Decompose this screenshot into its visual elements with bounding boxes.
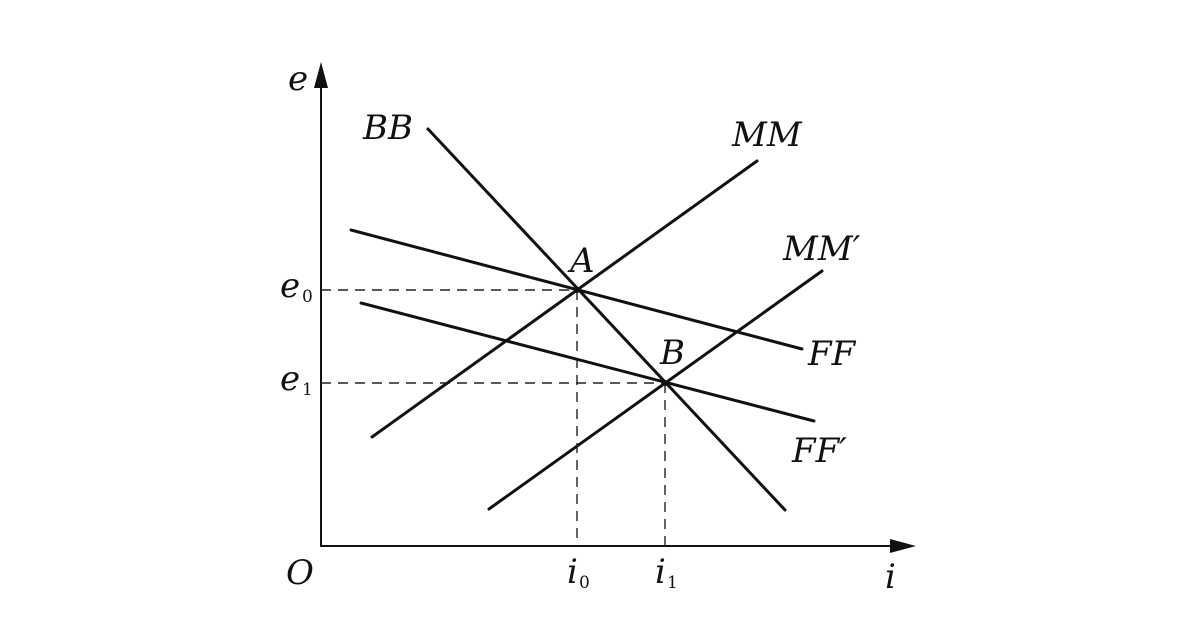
tick-e1: e 1 <box>280 359 313 400</box>
y-axis-arrowhead <box>314 62 328 88</box>
tick-e1-sub: 1 <box>302 380 313 400</box>
x-axis-arrowhead <box>890 539 916 553</box>
tick-i1-base: i <box>655 552 666 592</box>
point-b-marker <box>662 380 668 386</box>
y-axis-label: e <box>288 59 308 99</box>
point-b-label: B <box>659 333 685 373</box>
tick-e1-base: e <box>280 359 300 399</box>
x-axis-label: i <box>885 557 896 597</box>
tick-e0: e 0 <box>280 266 313 307</box>
tick-i0-sub: 0 <box>579 573 590 593</box>
curve-ff-label: FF <box>807 334 857 374</box>
curve-mm <box>370 159 759 439</box>
curve-bb-label: BB <box>362 108 413 148</box>
tick-i1: i 1 <box>655 552 678 593</box>
curve-mm-label: MM <box>731 115 803 155</box>
tick-i0-base: i <box>567 552 578 592</box>
curve-bb <box>426 127 787 512</box>
point-a-marker <box>574 287 580 293</box>
curve-ff-prime-label: FF′ <box>791 431 847 471</box>
curve-mm-prime-label: MM′ <box>782 229 861 269</box>
tick-e0-sub: 0 <box>302 287 313 307</box>
tick-e0-base: e <box>280 266 300 306</box>
tick-i1-sub: 1 <box>667 573 678 593</box>
point-a-label: A <box>567 241 595 281</box>
tick-i0: i 0 <box>567 552 590 593</box>
curve-mm-prime <box>487 269 824 511</box>
curve-ff-prime <box>359 301 816 423</box>
origin-label: O <box>286 553 314 593</box>
